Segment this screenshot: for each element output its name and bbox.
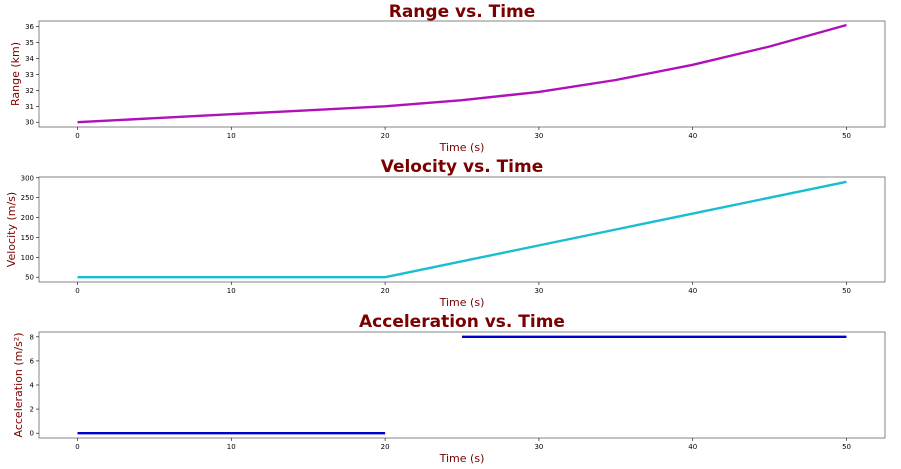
x-tick-label: 10 xyxy=(227,132,236,140)
y-tick-label: 100 xyxy=(21,254,34,262)
y-axis-label: Range (km) xyxy=(9,42,22,106)
x-tick-label: 40 xyxy=(688,443,697,451)
x-tick-label: 0 xyxy=(75,287,79,295)
plot-area xyxy=(38,176,886,283)
x-tick-label: 30 xyxy=(534,132,543,140)
y-tick-label: 300 xyxy=(21,174,34,182)
y-tick-label: 200 xyxy=(21,214,34,222)
plot-area xyxy=(38,331,886,439)
subplot-1: Range vs. Time Time (s) Range (km) 0 10 20 30 4… xyxy=(9,2,886,154)
chart-title: Acceleration vs. Time xyxy=(359,312,565,332)
y-tick-label: 50 xyxy=(25,274,34,282)
x-tick-label: 20 xyxy=(381,287,390,295)
chart-title: Range vs. Time xyxy=(389,2,536,22)
y-tick-label: 4 xyxy=(30,382,35,390)
x-axis-label: Time (s) xyxy=(439,296,485,309)
series-line xyxy=(77,23,847,124)
x-axis-label: Time (s) xyxy=(439,452,485,465)
y-tick-label: 33 xyxy=(25,71,34,79)
subplot-2: Velocity vs. Time Time (s) Velocity (m/s) 0… xyxy=(5,157,886,309)
y-tick-label: 36 xyxy=(25,23,34,31)
y-tick-label: 34 xyxy=(25,55,34,63)
x-tick-label: 0 xyxy=(75,132,79,140)
x-tick-label: 30 xyxy=(534,443,543,451)
x-tick-label: 50 xyxy=(842,443,851,451)
y-tick-label: 150 xyxy=(21,234,34,242)
plot-area xyxy=(38,20,886,128)
x-tick-label: 30 xyxy=(534,287,543,295)
y-tick-label: 250 xyxy=(21,194,34,202)
y-axis-label: Velocity (m/s) xyxy=(5,192,18,267)
x-tick-label: 10 xyxy=(227,443,236,451)
x-axis-label: Time (s) xyxy=(439,141,485,154)
chart-title: Velocity vs. Time xyxy=(381,157,544,177)
y-tick-label: 30 xyxy=(25,119,34,127)
x-tick-label: 40 xyxy=(688,287,697,295)
y-tick-label: 31 xyxy=(25,103,34,111)
series-line xyxy=(77,180,847,279)
y-tick-label: 8 xyxy=(30,333,34,341)
x-tick-label: 10 xyxy=(227,287,236,295)
y-tick-label: 35 xyxy=(25,39,34,47)
y-tick-label: 0 xyxy=(30,430,34,438)
x-tick-label: 40 xyxy=(688,132,697,140)
subplot-3: Acceleration vs. Time Time (s) Acceleratio… xyxy=(12,312,886,465)
x-tick-label: 20 xyxy=(381,132,390,140)
x-tick-label: 0 xyxy=(75,443,79,451)
y-tick-label: 2 xyxy=(30,406,34,414)
x-tick-label: 50 xyxy=(842,132,851,140)
y-tick-label: 6 xyxy=(30,357,35,365)
x-tick-label: 20 xyxy=(381,443,390,451)
x-tick-label: 50 xyxy=(842,287,851,295)
y-axis-label: Acceleration (m/s²) xyxy=(12,333,25,438)
y-tick-label: 32 xyxy=(25,87,34,95)
